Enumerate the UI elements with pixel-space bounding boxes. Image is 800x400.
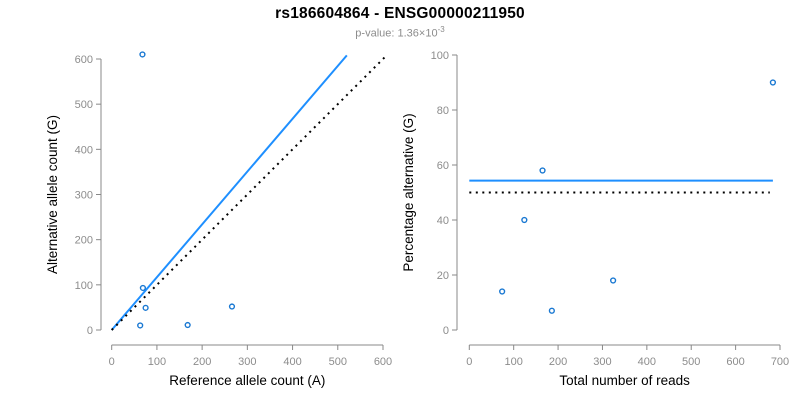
data-point — [139, 284, 146, 292]
data-point — [521, 216, 528, 224]
figure-title: rs186604864 - ENSG00000211950 — [275, 5, 525, 22]
data-point — [184, 321, 191, 329]
data-point — [769, 79, 776, 86]
x-tick-label: 300 — [238, 356, 256, 368]
x-tick-label: 500 — [329, 356, 347, 368]
identity-line — [110, 56, 386, 331]
y-tick-label: 100 — [431, 50, 449, 62]
data-point — [499, 288, 506, 295]
x-tick-label: 0 — [109, 356, 115, 368]
x-tick-label: 200 — [193, 356, 211, 368]
y-tick-label: 80 — [437, 105, 449, 117]
data-point — [137, 322, 144, 329]
x-tick-label: 700 — [771, 356, 789, 368]
y-tick-label: 40 — [437, 215, 449, 227]
y-axis-label: Percentage alternative (G) — [401, 113, 416, 271]
x-tick-label: 100 — [505, 356, 523, 368]
x-tick-label: 600 — [374, 356, 392, 368]
x-tick-label: 600 — [726, 356, 744, 368]
x-axis-label: Total number of reads — [559, 373, 690, 388]
x-tick-label: 200 — [549, 356, 567, 368]
pvalue-text: p-value: 1.36×10 — [355, 27, 438, 40]
y-tick-label: 400 — [75, 144, 93, 156]
x-tick-label: 0 — [466, 356, 472, 368]
regression-line — [110, 54, 348, 331]
x-tick-label: 400 — [283, 356, 301, 368]
figure-subtitle: p-value: 1.36×10-3 — [0, 25, 800, 40]
y-tick-label: 500 — [75, 99, 93, 111]
x-axis-label: Reference allele count (A) — [169, 373, 325, 388]
x-tick-label: 300 — [593, 356, 611, 368]
y-tick-label: 0 — [87, 325, 93, 337]
data-point — [610, 277, 617, 284]
y-axis-label: Alternative allele count (G) — [45, 115, 60, 274]
data-point — [228, 303, 236, 310]
data-point — [142, 304, 149, 311]
y-tick-label: 200 — [75, 235, 93, 247]
y-tick-label: 20 — [437, 270, 449, 282]
x-tick-label: 100 — [148, 356, 166, 368]
data-point — [139, 51, 146, 58]
data-point — [548, 307, 555, 314]
y-tick-label: 100 — [75, 280, 93, 292]
y-tick-label: 0 — [443, 325, 449, 337]
y-tick-label: 600 — [75, 54, 93, 66]
y-tick-label: 60 — [437, 160, 449, 172]
y-tick-label: 300 — [75, 190, 93, 202]
data-point — [539, 167, 546, 174]
x-tick-label: 400 — [638, 356, 656, 368]
pvalue-exponent: -3 — [437, 25, 445, 34]
x-tick-label: 500 — [682, 356, 700, 368]
